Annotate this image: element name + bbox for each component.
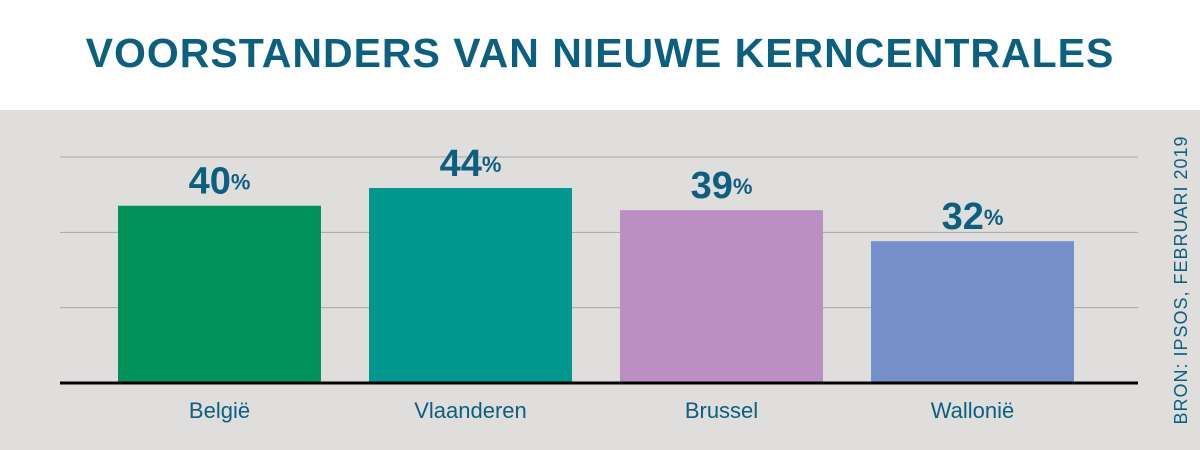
value-number: 44 <box>440 143 482 185</box>
bar <box>118 205 321 383</box>
source-note: BRON: IPSOS, FEBRUARI 2019 <box>1171 135 1191 424</box>
x-tick-label: Brussel <box>685 398 758 423</box>
title-area <box>0 0 1200 110</box>
value-unit: % <box>482 152 502 177</box>
value-number: 32 <box>942 196 984 238</box>
bar <box>620 210 823 383</box>
value-label: 40% <box>189 161 251 203</box>
x-tick-label: Wallonië <box>931 398 1015 423</box>
value-label: 39% <box>691 165 753 207</box>
value-unit: % <box>231 170 251 195</box>
x-tick-label: Vlaanderen <box>414 398 527 423</box>
value-unit: % <box>733 174 753 199</box>
bar <box>369 188 572 383</box>
value-unit: % <box>984 205 1004 230</box>
value-label: 32% <box>942 196 1004 238</box>
value-number: 39 <box>691 165 733 207</box>
value-label: 44% <box>440 143 502 185</box>
chart-title: VOORSTANDERS VAN NIEUWE KERNCENTRALES <box>86 30 1115 76</box>
x-tick-label: België <box>189 398 250 423</box>
bar <box>871 241 1074 383</box>
value-number: 40 <box>189 161 231 203</box>
